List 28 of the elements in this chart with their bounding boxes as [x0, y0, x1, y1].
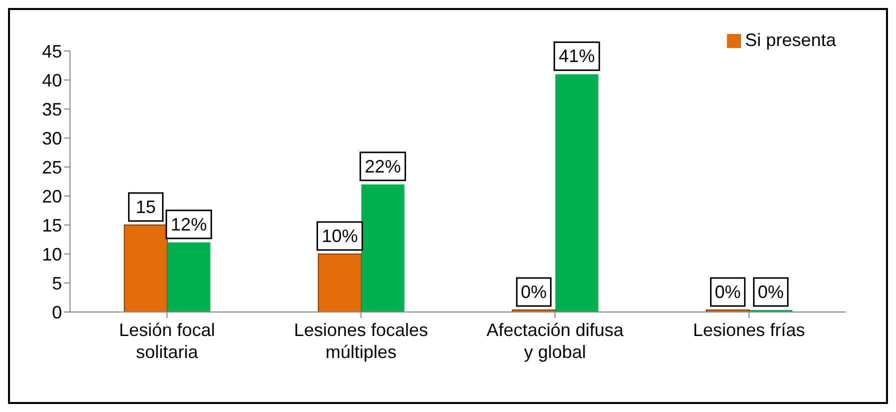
y-tick-label: 35: [42, 99, 62, 120]
bar: [318, 254, 362, 312]
data-label: 0%: [520, 282, 547, 302]
y-tick-label: 40: [42, 70, 62, 90]
x-tick-label: Afectación difusa y global: [486, 320, 625, 362]
y-tick-label: 10: [42, 244, 62, 264]
legend-label: Si presenta: [744, 30, 836, 50]
data-label: 10%: [322, 226, 358, 246]
bar: [124, 224, 168, 312]
y-tick-label: 30: [42, 128, 62, 148]
data-label: 15: [136, 197, 156, 217]
data-label: 41%: [558, 46, 595, 66]
bar: [555, 74, 598, 312]
y-tick-label: 45: [42, 41, 62, 62]
bar: [361, 184, 404, 312]
x-tick-label: Lesiones focales múltiples: [294, 320, 428, 362]
y-tick-label: 15: [42, 215, 62, 236]
x-tick-label: Lesiones frías: [692, 320, 806, 340]
data-label: 0%: [714, 282, 741, 302]
bar: [167, 242, 210, 312]
data-label: 0%: [758, 282, 784, 302]
data-label: 12%: [170, 214, 207, 234]
data-label: 22%: [364, 156, 401, 176]
y-tick-label: 25: [42, 157, 62, 178]
y-tick-label: 5: [52, 273, 62, 294]
x-tick-label: Lesión focal solitaria: [118, 320, 216, 362]
y-tick-label: 20: [42, 186, 62, 206]
y-tick-label: 0: [52, 302, 62, 322]
